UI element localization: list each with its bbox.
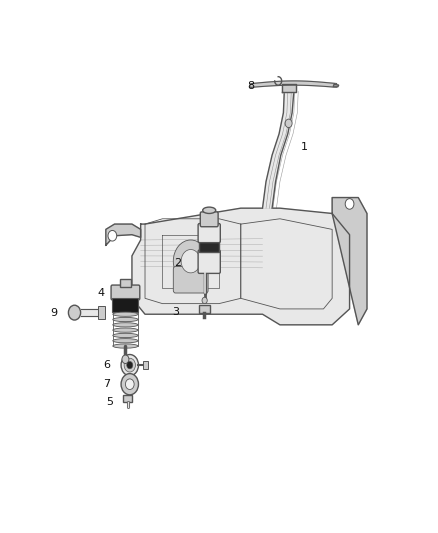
Text: 4: 4 [98,288,105,298]
Circle shape [202,297,207,304]
Circle shape [345,199,354,209]
Circle shape [68,305,81,320]
Circle shape [121,354,138,376]
Ellipse shape [113,338,138,343]
Bar [198,305,210,313]
Ellipse shape [113,344,138,348]
Circle shape [121,374,138,395]
Circle shape [122,355,129,364]
Text: 2: 2 [174,258,181,268]
Text: 6: 6 [103,360,110,370]
Circle shape [125,379,134,390]
FancyBboxPatch shape [198,223,220,243]
Bar [123,395,132,402]
FancyBboxPatch shape [111,285,140,300]
Ellipse shape [113,312,138,317]
Text: 7: 7 [103,379,110,389]
Polygon shape [333,84,339,87]
FancyBboxPatch shape [200,212,218,227]
Circle shape [181,249,200,273]
Ellipse shape [113,333,138,337]
Circle shape [285,119,292,127]
Polygon shape [332,198,367,325]
Circle shape [173,240,208,282]
Bar [199,241,219,252]
Ellipse shape [113,328,138,332]
FancyBboxPatch shape [173,266,208,293]
Bar [143,361,148,369]
Circle shape [124,358,135,372]
Ellipse shape [203,207,216,214]
Polygon shape [282,84,296,92]
Polygon shape [252,81,336,87]
Bar [99,306,105,319]
Bar [113,298,138,312]
Bar [120,279,131,287]
Polygon shape [262,92,294,208]
Text: 8: 8 [247,80,254,91]
Circle shape [127,361,133,369]
Circle shape [108,230,117,241]
Polygon shape [132,208,350,325]
Polygon shape [74,309,100,317]
FancyBboxPatch shape [198,250,220,273]
Polygon shape [106,224,141,245]
Text: 1: 1 [300,142,307,152]
Ellipse shape [113,322,138,327]
Text: 9: 9 [50,308,57,318]
Ellipse shape [113,317,138,321]
Text: 5: 5 [106,397,113,407]
Text: 3: 3 [172,306,179,317]
